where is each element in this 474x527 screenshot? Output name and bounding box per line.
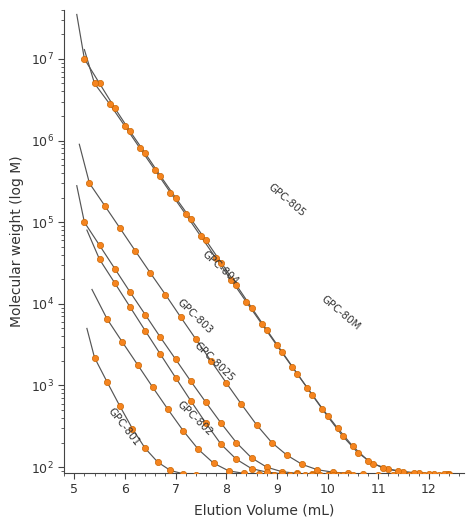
Y-axis label: Molecular weight (log M): Molecular weight (log M) (10, 155, 24, 327)
Text: GPC-805: GPC-805 (266, 182, 307, 219)
Text: GPC-802: GPC-802 (174, 399, 214, 437)
Text: GPC-803: GPC-803 (174, 297, 214, 336)
X-axis label: Elution Volume (mL): Elution Volume (mL) (194, 503, 334, 518)
Text: GPC-801: GPC-801 (106, 406, 142, 447)
Text: GPC-80M: GPC-80M (319, 294, 362, 331)
Text: GPC-804: GPC-804 (200, 249, 240, 287)
Text: GPC-8025: GPC-8025 (192, 340, 237, 384)
